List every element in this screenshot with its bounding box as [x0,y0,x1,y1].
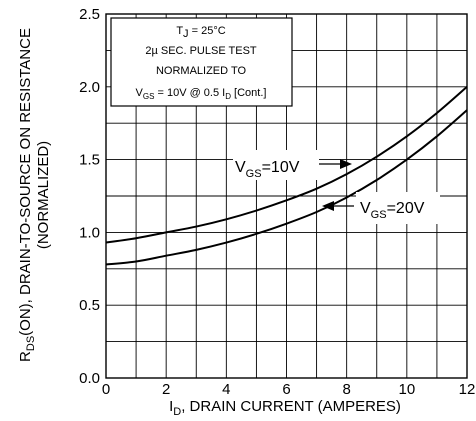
x-tick-label: 2 [162,381,170,398]
x-axis-title: ID, DRAIN CURRENT (AMPERES) [169,398,401,418]
y-tick-label: 0.5 [79,297,100,314]
series-label-vgs20: VGS=20V [322,192,440,224]
y-tick-label: 1.5 [79,152,100,169]
conditions-line-4: VGS = 10V @ 0.5 ID [Cont.] [136,87,267,101]
y-axis-title: RDS(ON), DRAIN-TO-SOURCE ON RESISTANCE [17,28,37,362]
vgs20-arrowhead [322,201,334,211]
x-tick-label: 8 [342,381,350,398]
y-axis-subtitle: (NORMALIZED) [35,141,52,249]
x-tick-label: 12 [459,381,476,398]
curves [105,86,468,266]
y-tick-labels: 0.0 0.5 1.0 1.5 2.0 2.5 [79,6,100,387]
conditions-line-2: 2µ SEC. PULSE TEST [145,45,257,57]
conditions-line-1: TJ = 25°C [176,25,225,40]
y-tick-label: 2.5 [79,6,100,23]
series-line-vgs20 [105,109,468,266]
x-tick-label: 6 [282,381,290,398]
x-tick-label: 4 [222,381,230,398]
series-label-vgs10: VGS=10V [233,150,352,180]
y-tick-label: 0.0 [79,370,100,387]
y-tick-label: 2.0 [79,79,100,96]
svg-text:VGS=20V: VGS=20V [360,200,425,221]
vgs10-arrowhead [340,159,352,169]
svg-text:VGS=10V: VGS=10V [235,159,300,180]
x-tick-labels: 0 2 4 6 8 10 12 [102,381,476,398]
x-tick-label: 0 [102,381,110,398]
y-tick-label: 1.0 [79,224,100,241]
conditions-line-3: NORMALIZED TO [156,65,246,77]
plot-frame [105,13,468,379]
series-line-vgs10 [105,86,468,244]
x-tick-label: 10 [398,381,415,398]
conditions-box: TJ = 25°C 2µ SEC. PULSE TEST NORMALIZED … [110,17,293,107]
